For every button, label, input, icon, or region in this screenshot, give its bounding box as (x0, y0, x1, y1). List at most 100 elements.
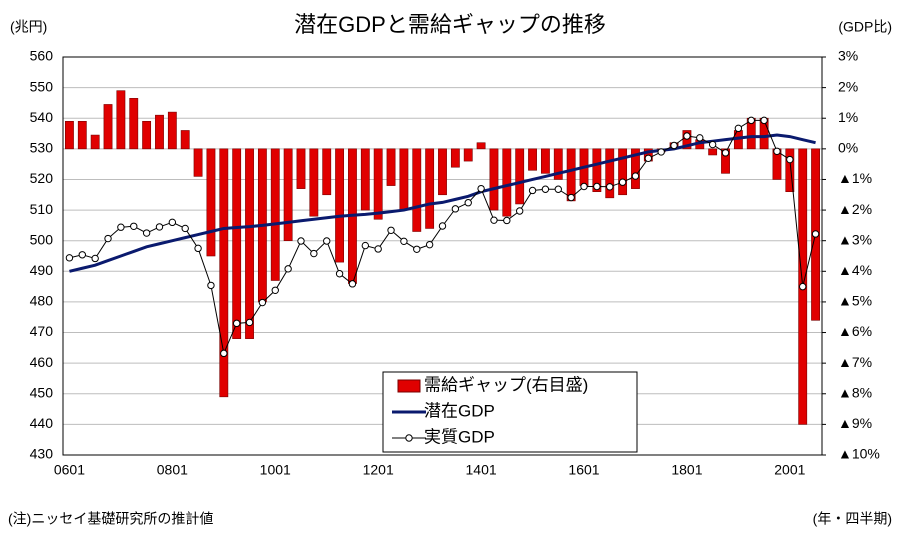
bar (721, 148, 730, 174)
bar (103, 104, 113, 150)
marker (348, 280, 357, 288)
y2-axis-label: (GDP比) (838, 19, 892, 35)
y-tick-label: 470 (30, 323, 54, 339)
marker (606, 183, 614, 191)
y2-tick-label: ▲2% (838, 201, 872, 217)
marker (104, 234, 112, 243)
marker (130, 222, 138, 231)
bar (489, 148, 499, 211)
marker (799, 282, 807, 291)
y2-tick-label: ▲7% (838, 354, 872, 370)
marker (670, 141, 678, 150)
y-tick-label: 500 (30, 231, 54, 247)
bar (193, 148, 203, 177)
bar (566, 148, 576, 202)
marker (631, 172, 640, 180)
bar (618, 148, 628, 196)
marker (528, 186, 537, 195)
y2-tick-label: ▲10% (838, 446, 880, 462)
marker (515, 207, 524, 215)
x-tick-label: 1001 (260, 462, 291, 478)
bar (167, 111, 177, 150)
marker (117, 223, 125, 231)
note: (注)ニッセイ基礎研究所の推計値 (8, 511, 213, 527)
marker (245, 318, 254, 327)
bar (463, 148, 473, 162)
marker (220, 349, 228, 358)
x-axis-label: (年・四半期) (813, 511, 892, 527)
marker (773, 147, 781, 155)
bar (142, 120, 152, 150)
y-tick-label: 550 (30, 78, 54, 94)
marker (541, 185, 550, 193)
bar (77, 120, 87, 150)
bar (528, 148, 537, 171)
marker (438, 222, 447, 230)
x-tick-label: 1801 (671, 462, 702, 478)
bar (438, 148, 447, 196)
marker (142, 229, 151, 237)
marker (593, 182, 601, 191)
bar (450, 148, 460, 168)
y2-tick-label: ▲8% (838, 384, 872, 400)
x-tick-label: 0601 (54, 462, 85, 478)
y-tick-label: 480 (30, 293, 54, 309)
marker (490, 216, 498, 224)
marker (323, 237, 331, 245)
x-tick-label: 1401 (466, 462, 497, 478)
x-tick-label: 1601 (568, 462, 599, 478)
y2-tick-label: 1% (838, 109, 858, 125)
y-tick-label: 460 (30, 354, 54, 370)
marker (425, 240, 434, 249)
marker (413, 245, 421, 253)
marker (232, 319, 241, 328)
y-tick-label: 560 (30, 48, 54, 64)
bar (399, 148, 409, 211)
line (69, 133, 816, 273)
bar (631, 148, 640, 189)
marker (258, 298, 267, 307)
marker (297, 237, 305, 245)
marker (451, 205, 460, 213)
marker (747, 116, 755, 125)
y-tick-label: 540 (30, 109, 54, 125)
marker (734, 124, 743, 133)
marker (696, 134, 704, 142)
y-axis-label: (兆円) (10, 19, 47, 35)
x-tick-label: 2001 (774, 462, 805, 478)
marker (78, 251, 86, 259)
legend-label: 実質GDP (424, 427, 495, 446)
bar (360, 148, 370, 211)
bar (502, 148, 512, 217)
legend-swatch (397, 379, 421, 393)
bar (232, 148, 242, 339)
y-tick-label: 490 (30, 262, 54, 278)
marker (387, 226, 395, 234)
bar (309, 148, 319, 217)
y-tick-label: 520 (30, 170, 54, 186)
x-tick-label: 1201 (363, 462, 394, 478)
bar (592, 148, 602, 193)
bar (322, 148, 332, 196)
marker (786, 155, 794, 164)
bar (129, 98, 139, 150)
marker (181, 224, 189, 233)
y-tick-label: 530 (30, 140, 54, 156)
y2-tick-label: ▲6% (838, 323, 872, 339)
bar (785, 148, 795, 193)
bar (65, 120, 74, 150)
bar (476, 142, 486, 150)
bar (540, 148, 550, 174)
y-tick-label: 450 (30, 384, 54, 400)
marker (361, 241, 370, 250)
bar (373, 148, 383, 220)
x-tick-label: 0801 (157, 462, 188, 478)
bar (553, 148, 563, 180)
marker (91, 254, 99, 263)
y2-tick-label: ▲9% (838, 415, 872, 431)
bar (270, 148, 280, 281)
marker (194, 244, 202, 253)
marker (567, 193, 575, 202)
y2-tick-label: 0% (838, 140, 858, 156)
